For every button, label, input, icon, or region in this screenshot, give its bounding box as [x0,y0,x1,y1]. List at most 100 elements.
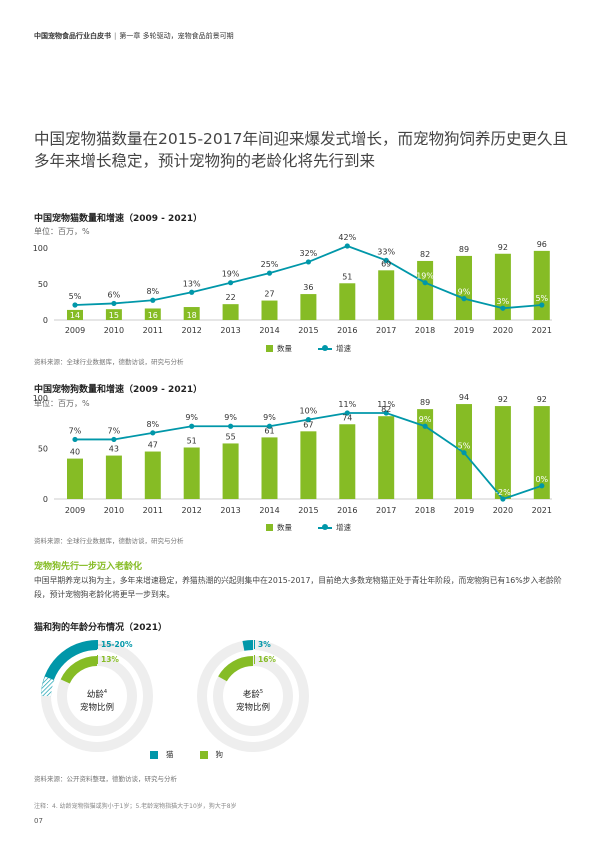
young-label-line2: 宠物比例 [79,702,114,713]
dog-bar [183,447,200,499]
cat-growth-label: 13% [183,279,201,288]
dog-bar [300,431,317,499]
dog-bar-value-label: 92 [498,395,508,404]
cat-bar [67,309,83,320]
cat-growth-label: 5% [535,294,548,303]
old-dog-arc [218,656,254,682]
section-title: 宠物狗先行一步迈入老龄化 [34,562,143,572]
cat-xtick-label: 2021 [532,326,552,335]
cat-chart-title: 中国宠物猫数量和增速（2009 - 2021） [34,214,203,224]
dog-chart-source: 资料来源：全球行业数据库，德勤访谈，研究与分析 [34,537,184,545]
cat-growth-label: 42% [338,233,356,242]
dog-bar [378,416,395,499]
legend-bar-swatch [266,345,273,352]
legend-cat-label: 猫 [166,750,174,759]
cat-xtick-label: 2020 [493,326,513,335]
dog-bar-value-label: 47 [148,441,158,450]
cat-bar [494,253,511,320]
cat-growth-point [539,302,545,308]
cat-ytick-label: 100 [33,244,48,253]
cat-growth-label: 6% [108,290,121,299]
dog-chart-legend: 数量 增速 [266,522,351,533]
dog-ytick-label: 100 [33,394,48,403]
dog-xtick-label: 2017 [376,506,396,515]
dog-growth-label: 8% [146,420,159,429]
dog-chart-unit: 单位：百万，% [34,399,90,408]
dog-growth-label: 9% [263,413,276,422]
cat-growth-label: 25% [261,260,279,269]
cat-xtick-label: 2012 [182,326,202,335]
dog-xtick-label: 2016 [337,506,357,515]
dog-growth-label: -2% [495,488,511,497]
dog-growth-label: 7% [108,426,121,435]
dog-bar-value-label: 82 [381,405,391,414]
dog-bar [67,458,83,499]
cat-growth-point [72,302,78,308]
dog-growth-label: 9% [224,413,237,422]
cat-bar [144,308,161,320]
dog-growth-label: 9% [419,415,432,424]
young-cat-value: 15-20% [97,640,133,649]
dog-bar-value-label: 67 [303,420,313,429]
cat-bar [456,255,472,320]
cat-growth-point [266,270,273,276]
cat-growth-point [500,305,506,311]
page-headline: 中国宠物猫数量在2015-2017年间迎来爆发式增长，而宠物狗饲养历史更久且多年… [34,130,568,170]
cat-bar-value-label: 82 [420,250,430,259]
cat-bar [183,307,200,320]
cat-bar-value-label: 69 [381,259,391,268]
young-center-label: 幼龄4 宠物比例 [62,686,132,715]
dog-growth-label: 7% [69,426,82,435]
dog-growth-label: 9% [185,413,198,422]
dog-ytick-label: 0 [43,495,48,504]
cat-ytick-label: 0 [43,316,48,325]
cat-xtick-label: 2014 [259,326,279,335]
legend-dog-swatch [199,750,208,759]
cat-bar [378,270,395,320]
dog-bar [222,443,239,499]
dog-growth-point [305,417,311,423]
dog-growth-label: 11% [338,400,356,409]
dog-growth-label: 11% [377,400,395,409]
old-footnote-mark: 5 [259,689,264,695]
legend-bar-label: 数量 [277,523,292,532]
cat-xtick-label: 2016 [337,326,357,335]
footnote: 注释：4. 幼龄宠物指猫或狗小于1岁；5.老龄宠物指猫大于10岁，狗大于8岁 [34,803,237,810]
cat-bar-value-label: 27 [264,290,274,299]
old-cat-arc [242,639,254,651]
old-dog-value: 16% [254,655,276,664]
cat-growth-point [150,297,156,303]
cat-growth-label: 3% [497,297,510,306]
cat-xtick-label: 2019 [454,326,474,335]
cat-bar-value-label: 22 [226,293,236,302]
dog-growth-label: 5% [458,442,471,451]
old-center-label: 老龄5 宠物比例 [218,686,288,715]
young-footnote-mark: 4 [103,689,108,695]
report-title: 中国宠物食品行业白皮书 [34,32,111,40]
dog-growth-point [228,423,234,429]
dog-xtick-label: 2011 [143,506,163,515]
legend-line-swatch [318,524,332,530]
cat-xtick-label: 2009 [65,326,85,335]
cat-growth-point [111,300,117,307]
dog-xtick-label: 2019 [454,506,474,515]
dog-bar-value-label: 92 [537,395,547,404]
cat-bar-value-label: 16 [148,311,158,320]
dog-growth-label: 0% [535,475,548,484]
dog-bar-value-label: 74 [342,413,352,422]
dog-bar [339,424,356,499]
age-chart-source: 资料来源：公开资料整理，德勤访谈，研究与分析 [34,775,177,783]
header-separator: | [114,32,117,40]
cat-bar [339,283,356,320]
cat-bar-value-label: 15 [109,311,119,320]
dog-bar [144,451,161,499]
dog-bar-value-label: 89 [420,398,430,407]
age-chart-title: 猫和狗的年龄分布情况（2021） [34,623,168,633]
cat-growth-label: 19% [416,272,434,281]
cat-ytick-label: 50 [38,280,48,289]
cat-xtick-label: 2015 [298,326,318,335]
dog-growth-point [422,423,428,429]
legend-line-label: 增速 [336,523,351,532]
dog-bar-value-label: 51 [187,436,197,445]
